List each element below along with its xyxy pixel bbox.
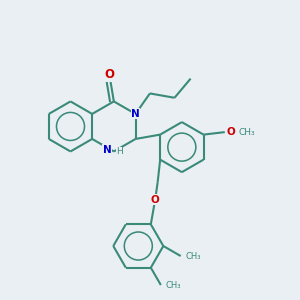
Text: O: O — [151, 195, 160, 205]
Text: CH₃: CH₃ — [185, 251, 201, 260]
Text: N: N — [103, 145, 112, 155]
Text: N: N — [131, 109, 140, 119]
Text: CH₃: CH₃ — [238, 128, 255, 136]
Text: H: H — [116, 147, 123, 156]
Text: CH₃: CH₃ — [165, 280, 181, 290]
Text: O: O — [104, 68, 114, 81]
Text: O: O — [226, 127, 235, 137]
